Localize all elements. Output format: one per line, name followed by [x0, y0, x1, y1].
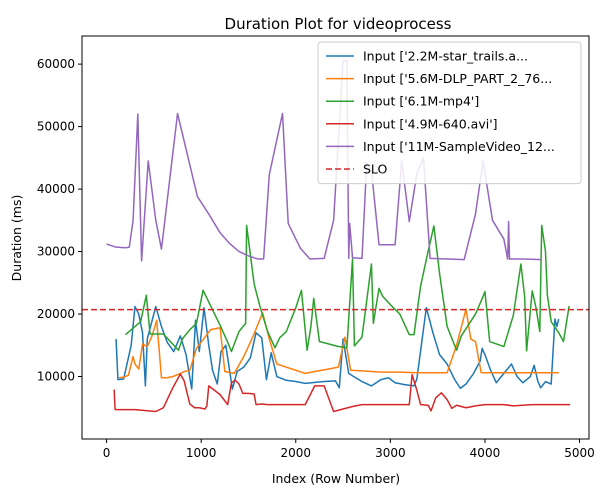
y-tick-label: 50000 — [37, 120, 75, 134]
series-line-2 — [118, 308, 559, 379]
y-tick-label: 20000 — [37, 307, 75, 321]
x-tick-label: 2000 — [280, 446, 311, 460]
x-axis: 0 1000 2000 3000 4000 5000 — [103, 439, 595, 460]
legend-label: Input ['6.1M-mp4'] — [363, 94, 479, 109]
legend-label: Input ['2.2M-star_trails.a... — [363, 49, 528, 64]
legend-label: SLO — [363, 162, 387, 177]
x-tick-label: 4000 — [470, 446, 501, 460]
x-tick-label: 3000 — [375, 446, 406, 460]
plot-area-frame — [81, 35, 590, 440]
x-axis-label: Index (Row Number) — [272, 471, 400, 486]
y-tick-label: 10000 — [37, 370, 75, 384]
series-line-1 — [115, 305, 560, 390]
legend-box — [317, 41, 582, 185]
x-tick-label: 1000 — [186, 446, 217, 460]
chart-title: Duration Plot for videoprocess — [225, 15, 452, 33]
y-tick-label: 60000 — [37, 57, 75, 71]
y-axis-label: Duration (ms) — [9, 195, 24, 282]
series-line-4 — [113, 373, 571, 413]
legend-label: Input ['4.9M-640.avi'] — [363, 116, 498, 131]
series-line-3 — [125, 224, 570, 353]
y-axis: 10000 20000 30000 40000 50000 60000 — [37, 57, 82, 384]
x-tick-label: 0 — [103, 446, 111, 460]
x-tick-label: 5000 — [564, 446, 595, 460]
legend-label: Input ['11M-SampleVideo_12... — [363, 139, 555, 154]
y-tick-label: 40000 — [37, 182, 75, 196]
legend: Input ['2.2M-star_trails.a... Input ['5.6… — [317, 41, 582, 185]
legend-label: Input ['5.6M-DLP_PART_2_76... — [363, 71, 552, 86]
y-tick-label: 30000 — [37, 245, 75, 259]
